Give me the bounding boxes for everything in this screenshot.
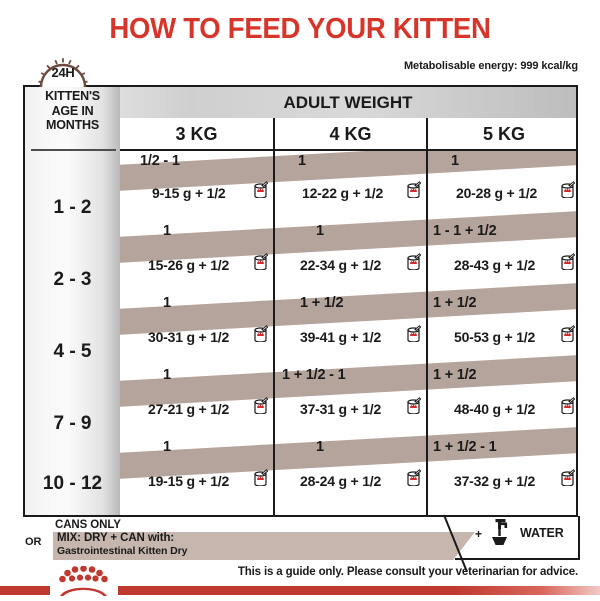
- can-icon: [561, 181, 575, 198]
- cell-grams-r3c1: 37-31 g + 1/2: [300, 401, 382, 417]
- diagonal-band: [120, 347, 576, 409]
- diagonal-band: [120, 203, 576, 265]
- cell-grams-r3c0: 27-21 g + 1/2: [148, 401, 230, 417]
- mix-highlight-bar: [53, 532, 475, 560]
- can-icon: [561, 469, 575, 486]
- header-underline: [120, 149, 576, 151]
- cans-only-label: CANS ONLY: [55, 519, 121, 531]
- feeding-notes: CANS ONLY OR MIX: DRY + CAN with: Gastro…: [23, 514, 580, 572]
- weight-col-5kg: 5 KG: [482, 124, 525, 144]
- col-divider-1-body: [273, 151, 275, 515]
- can-icon: [407, 397, 421, 414]
- cell-cans-r2c0: 1: [163, 295, 171, 311]
- age-column-header: KITTEN'S AGE IN MONTHS: [25, 89, 120, 133]
- age-label-row-2: 4 - 5: [53, 341, 92, 362]
- cell-cans-r4c2: 1 + 1/2 - 1: [433, 439, 497, 455]
- can-icon: [254, 325, 268, 342]
- water-tap-icon: [492, 519, 508, 545]
- age-label-row-1: 2 - 3: [53, 269, 92, 290]
- cell-cans-r1c0: 1: [163, 223, 171, 239]
- weight-columns-header: 3 KG 4 KG 5 KG: [120, 118, 576, 151]
- col-divider-2: [426, 118, 428, 151]
- water-callout-box: [455, 516, 580, 560]
- cell-cans-r4c0: 1: [163, 439, 171, 455]
- cell-cans-r3c2: 1 + 1/2: [433, 367, 477, 383]
- cell-grams-r1c2: 28-43 g + 1/2: [454, 257, 536, 273]
- cell-cans-r1c2: 1 - 1 + 1/2: [433, 223, 497, 239]
- can-icon: [407, 469, 421, 486]
- can-icon: [561, 253, 575, 270]
- age-label-row-3: 7 - 9: [53, 413, 92, 434]
- can-icon: [561, 325, 575, 342]
- can-icon: [254, 253, 268, 270]
- cell-grams-r2c0: 30-31 g + 1/2: [148, 329, 230, 345]
- badge-label: 24H: [51, 65, 75, 80]
- age-label-row-0: 1 - 2: [53, 197, 92, 218]
- footer-bar-right: [118, 586, 600, 595]
- royal-canin-crown-logo: [59, 566, 108, 596]
- cell-grams-r4c2: 37-32 g + 1/2: [454, 473, 536, 489]
- disclaimer-text: This is a guide only. Please consult you…: [237, 566, 578, 578]
- cell-grams-r3c2: 48-40 g + 1/2: [454, 401, 536, 417]
- weight-col-3kg: 3 KG: [175, 124, 218, 144]
- mix-line-2: Gastrointestinal Kitten Dry: [57, 545, 188, 557]
- mix-line-1: MIX: DRY + CAN with:: [57, 532, 175, 544]
- cell-cans-r3c1: 1 + 1/2 - 1: [282, 367, 346, 383]
- cell-cans-r4c1: 1: [316, 439, 324, 455]
- can-icon: [407, 181, 421, 198]
- cell-cans-r3c0: 1: [163, 367, 171, 383]
- cell-grams-r0c2: 20-28 g + 1/2: [456, 185, 538, 201]
- age-header-line-1: KITTEN'S: [45, 89, 100, 103]
- diagonal-band: [120, 419, 576, 481]
- cell-cans-r2c2: 1 + 1/2: [433, 295, 477, 311]
- clock-24h-icon: 24H: [37, 53, 89, 89]
- col-divider-2-body: [426, 151, 428, 515]
- cell-cans-r1c1: 1: [316, 223, 324, 239]
- metabolisable-energy-text: Metabolisable energy: 999 kcal/kg: [403, 60, 578, 72]
- feeding-table: ADULT WEIGHT 3 KG 4 KG 5 KG 1/2 - 1 1 1 …: [23, 85, 578, 517]
- age-header-line-3: MONTHS: [46, 118, 99, 132]
- cell-grams-r0c0: 9-15 g + 1/2: [152, 185, 226, 201]
- cell-grams-r4c0: 19-15 g + 1/2: [148, 473, 230, 489]
- footer-bar-left: [0, 586, 50, 595]
- can-icon: [254, 181, 268, 198]
- age-header-line-2: AGE IN: [51, 103, 94, 118]
- water-label: WATER: [520, 526, 564, 540]
- adult-weight-header: ADULT WEIGHT: [283, 92, 413, 112]
- can-icon: [407, 253, 421, 270]
- cell-grams-r0c1: 12-22 g + 1/2: [302, 185, 384, 201]
- cell-cans-r0c2: 1: [451, 153, 459, 169]
- cell-grams-r2c2: 50-53 g + 1/2: [454, 329, 536, 345]
- or-label: OR: [25, 536, 42, 548]
- can-icon: [561, 397, 575, 414]
- cell-grams-r1c0: 15-26 g + 1/2: [148, 257, 230, 273]
- page-title: HOW TO FEED YOUR KITTEN: [109, 13, 491, 45]
- cell-grams-r4c1: 28-24 g + 1/2: [300, 473, 382, 489]
- cell-cans-r0c0: 1/2 - 1: [140, 153, 180, 169]
- diagonal-band: [120, 275, 576, 337]
- plus-sign: +: [475, 527, 483, 541]
- can-icon: [254, 397, 268, 414]
- can-icon: [407, 325, 421, 342]
- age-header-rule: [31, 149, 116, 151]
- cell-cans-r2c1: 1 + 1/2: [300, 295, 344, 311]
- cell-grams-r1c1: 22-34 g + 1/2: [300, 257, 382, 273]
- age-column: KITTEN'S AGE IN MONTHS 1 - 2 2 - 3 4 - 5…: [25, 87, 120, 515]
- age-label-row-4: 10 - 12: [42, 473, 103, 494]
- weight-col-4kg: 4 KG: [329, 124, 372, 144]
- cell-cans-r0c1: 1: [298, 153, 306, 169]
- can-icon: [254, 469, 268, 486]
- table-data-area: 1/2 - 1 1 1 9-15 g + 1/2 12-22 g + 1/2 2…: [120, 151, 576, 515]
- col-divider-1: [273, 118, 275, 151]
- cell-grams-r2c1: 39-41 g + 1/2: [300, 329, 382, 345]
